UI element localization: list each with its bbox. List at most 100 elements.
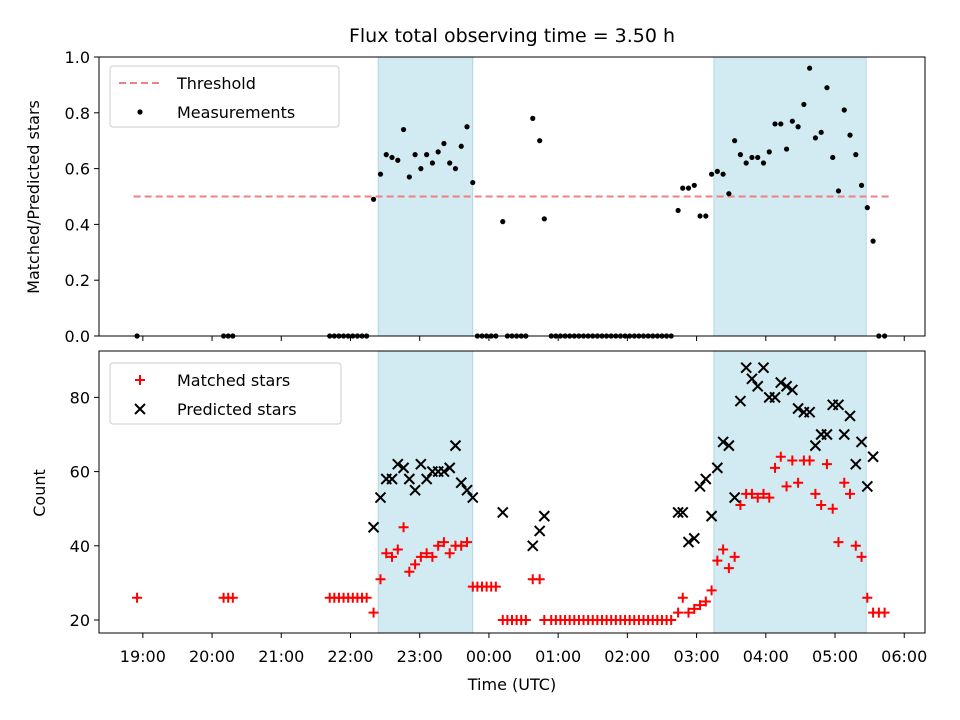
- matched-star-point: [850, 540, 861, 551]
- y-tick-label: 0.6: [65, 160, 90, 179]
- x-axis-ticks: 19:00 20:00 21:00 22:00 23:00 00:00 01:00 02:00…: [120, 647, 928, 666]
- matched-star-point: [856, 551, 867, 562]
- measurement-point: [841, 107, 847, 113]
- predicted-star-point: [809, 439, 822, 452]
- predicted-star-point: [688, 532, 700, 545]
- panel-frame: [98, 56, 926, 337]
- predicted-star-point: [694, 480, 706, 493]
- predicted-star-point: [443, 462, 456, 474]
- measurement-point: [441, 140, 447, 147]
- matched-star-point: [368, 607, 379, 618]
- matched-star-point: [700, 596, 711, 607]
- x-tick-label: 23:00: [397, 647, 443, 666]
- measurement-point: [726, 191, 732, 197]
- measurement-point: [435, 149, 441, 155]
- predicted-star-point: [711, 462, 724, 474]
- measurement-point: [395, 157, 401, 163]
- y-tick-label: 0.8: [65, 104, 90, 123]
- predicted-star-point: [392, 458, 404, 470]
- predicted-star-point: [420, 473, 433, 485]
- matched-star-point: [433, 540, 444, 551]
- y-tick-label: 20: [70, 611, 90, 630]
- matched-star-point: [534, 574, 545, 585]
- y-axis-label-count: Count: [30, 469, 49, 517]
- measurement-point: [697, 213, 703, 219]
- matched-star-point: [398, 522, 409, 533]
- measurement-point: [370, 196, 377, 202]
- predicted-star-point: [497, 506, 509, 519]
- measurement-point: [447, 160, 453, 166]
- matched-star-point: [404, 566, 415, 577]
- matched-star-point: [381, 548, 392, 559]
- measurement-point: [755, 154, 761, 161]
- legend-label: Matched stars: [177, 371, 290, 390]
- matched-star-point: [227, 592, 238, 603]
- x-tick-label: 06:00: [881, 647, 927, 666]
- matched-star-point: [444, 548, 455, 559]
- matched-star-point: [361, 592, 372, 603]
- x-tick-label: 04:00: [743, 647, 789, 666]
- matched-star-point: [793, 477, 804, 488]
- x-tick-label: 00:00: [466, 647, 512, 666]
- ratio-panel: 0.0 0.2 0.4 0.6 0.8 1.0: [65, 48, 926, 346]
- matched-star-point: [132, 592, 143, 603]
- measurement-point: [530, 115, 536, 121]
- measurement-point: [412, 152, 418, 158]
- predicted-star-point: [449, 439, 462, 452]
- matched-star-point: [392, 544, 403, 555]
- measurement-point: [377, 171, 384, 177]
- predicted-star-point: [397, 462, 410, 474]
- legend-measurements-swatch: [137, 109, 143, 115]
- measurement-point: [708, 171, 715, 177]
- measurement-point: [864, 205, 870, 211]
- x-tick-label: 01:00: [535, 647, 581, 666]
- measurement-point: [383, 152, 389, 158]
- predicted-star-point: [757, 361, 770, 374]
- matched-star-point: [706, 585, 717, 596]
- observing-window-1: [377, 350, 474, 634]
- predicted-star-point: [792, 402, 804, 415]
- matched-star-point: [810, 488, 821, 499]
- measurement-point: [812, 135, 819, 141]
- matched-star-point: [827, 503, 838, 514]
- predicted-star-point: [740, 361, 752, 374]
- matched-star-point: [735, 499, 746, 510]
- measurement-point: [847, 132, 853, 138]
- predicted-star-point: [803, 406, 816, 418]
- predicted-star-point: [438, 465, 450, 478]
- measurement-point: [853, 152, 859, 158]
- matched-star-point: [490, 581, 501, 592]
- matched-star-point: [879, 607, 890, 618]
- matched-star-point: [456, 540, 467, 551]
- matched-star-point: [775, 451, 786, 462]
- y-tick-label: 0.2: [65, 271, 90, 290]
- measurement-point: [807, 65, 813, 71]
- predicted-star-point: [775, 376, 787, 389]
- predicted-star-point: [527, 540, 539, 552]
- predicted-star-point: [461, 484, 473, 496]
- matched-star-point: [666, 615, 677, 626]
- y-tick-label: 0.0: [65, 327, 90, 346]
- x-tick-label: 21:00: [258, 647, 304, 666]
- legend-label: Measurements: [177, 103, 295, 122]
- predicted-star-point: [867, 451, 879, 463]
- predicted-star-point: [672, 506, 684, 519]
- predicted-star-point: [850, 458, 862, 470]
- predicted-star-point: [533, 525, 546, 537]
- matched-star-point: [712, 555, 723, 566]
- panel-frame: [98, 350, 926, 634]
- measurement-point: [818, 129, 824, 135]
- measurement-point: [429, 160, 435, 166]
- measurement-point: [464, 124, 470, 130]
- matched-star-point: [729, 551, 740, 562]
- x-tick-label: 03:00: [674, 647, 720, 666]
- matched-star-point: [781, 481, 792, 492]
- x-tick-label: 20:00: [189, 647, 235, 666]
- y-tick-label: 0.4: [65, 215, 90, 234]
- legend-box: [109, 362, 342, 425]
- x-axis-label: Time (UTC): [467, 675, 556, 694]
- matched-star-point: [427, 551, 438, 562]
- predicted-star-point: [374, 491, 387, 504]
- measurement-point: [541, 216, 547, 222]
- predicted-star-point: [832, 399, 845, 411]
